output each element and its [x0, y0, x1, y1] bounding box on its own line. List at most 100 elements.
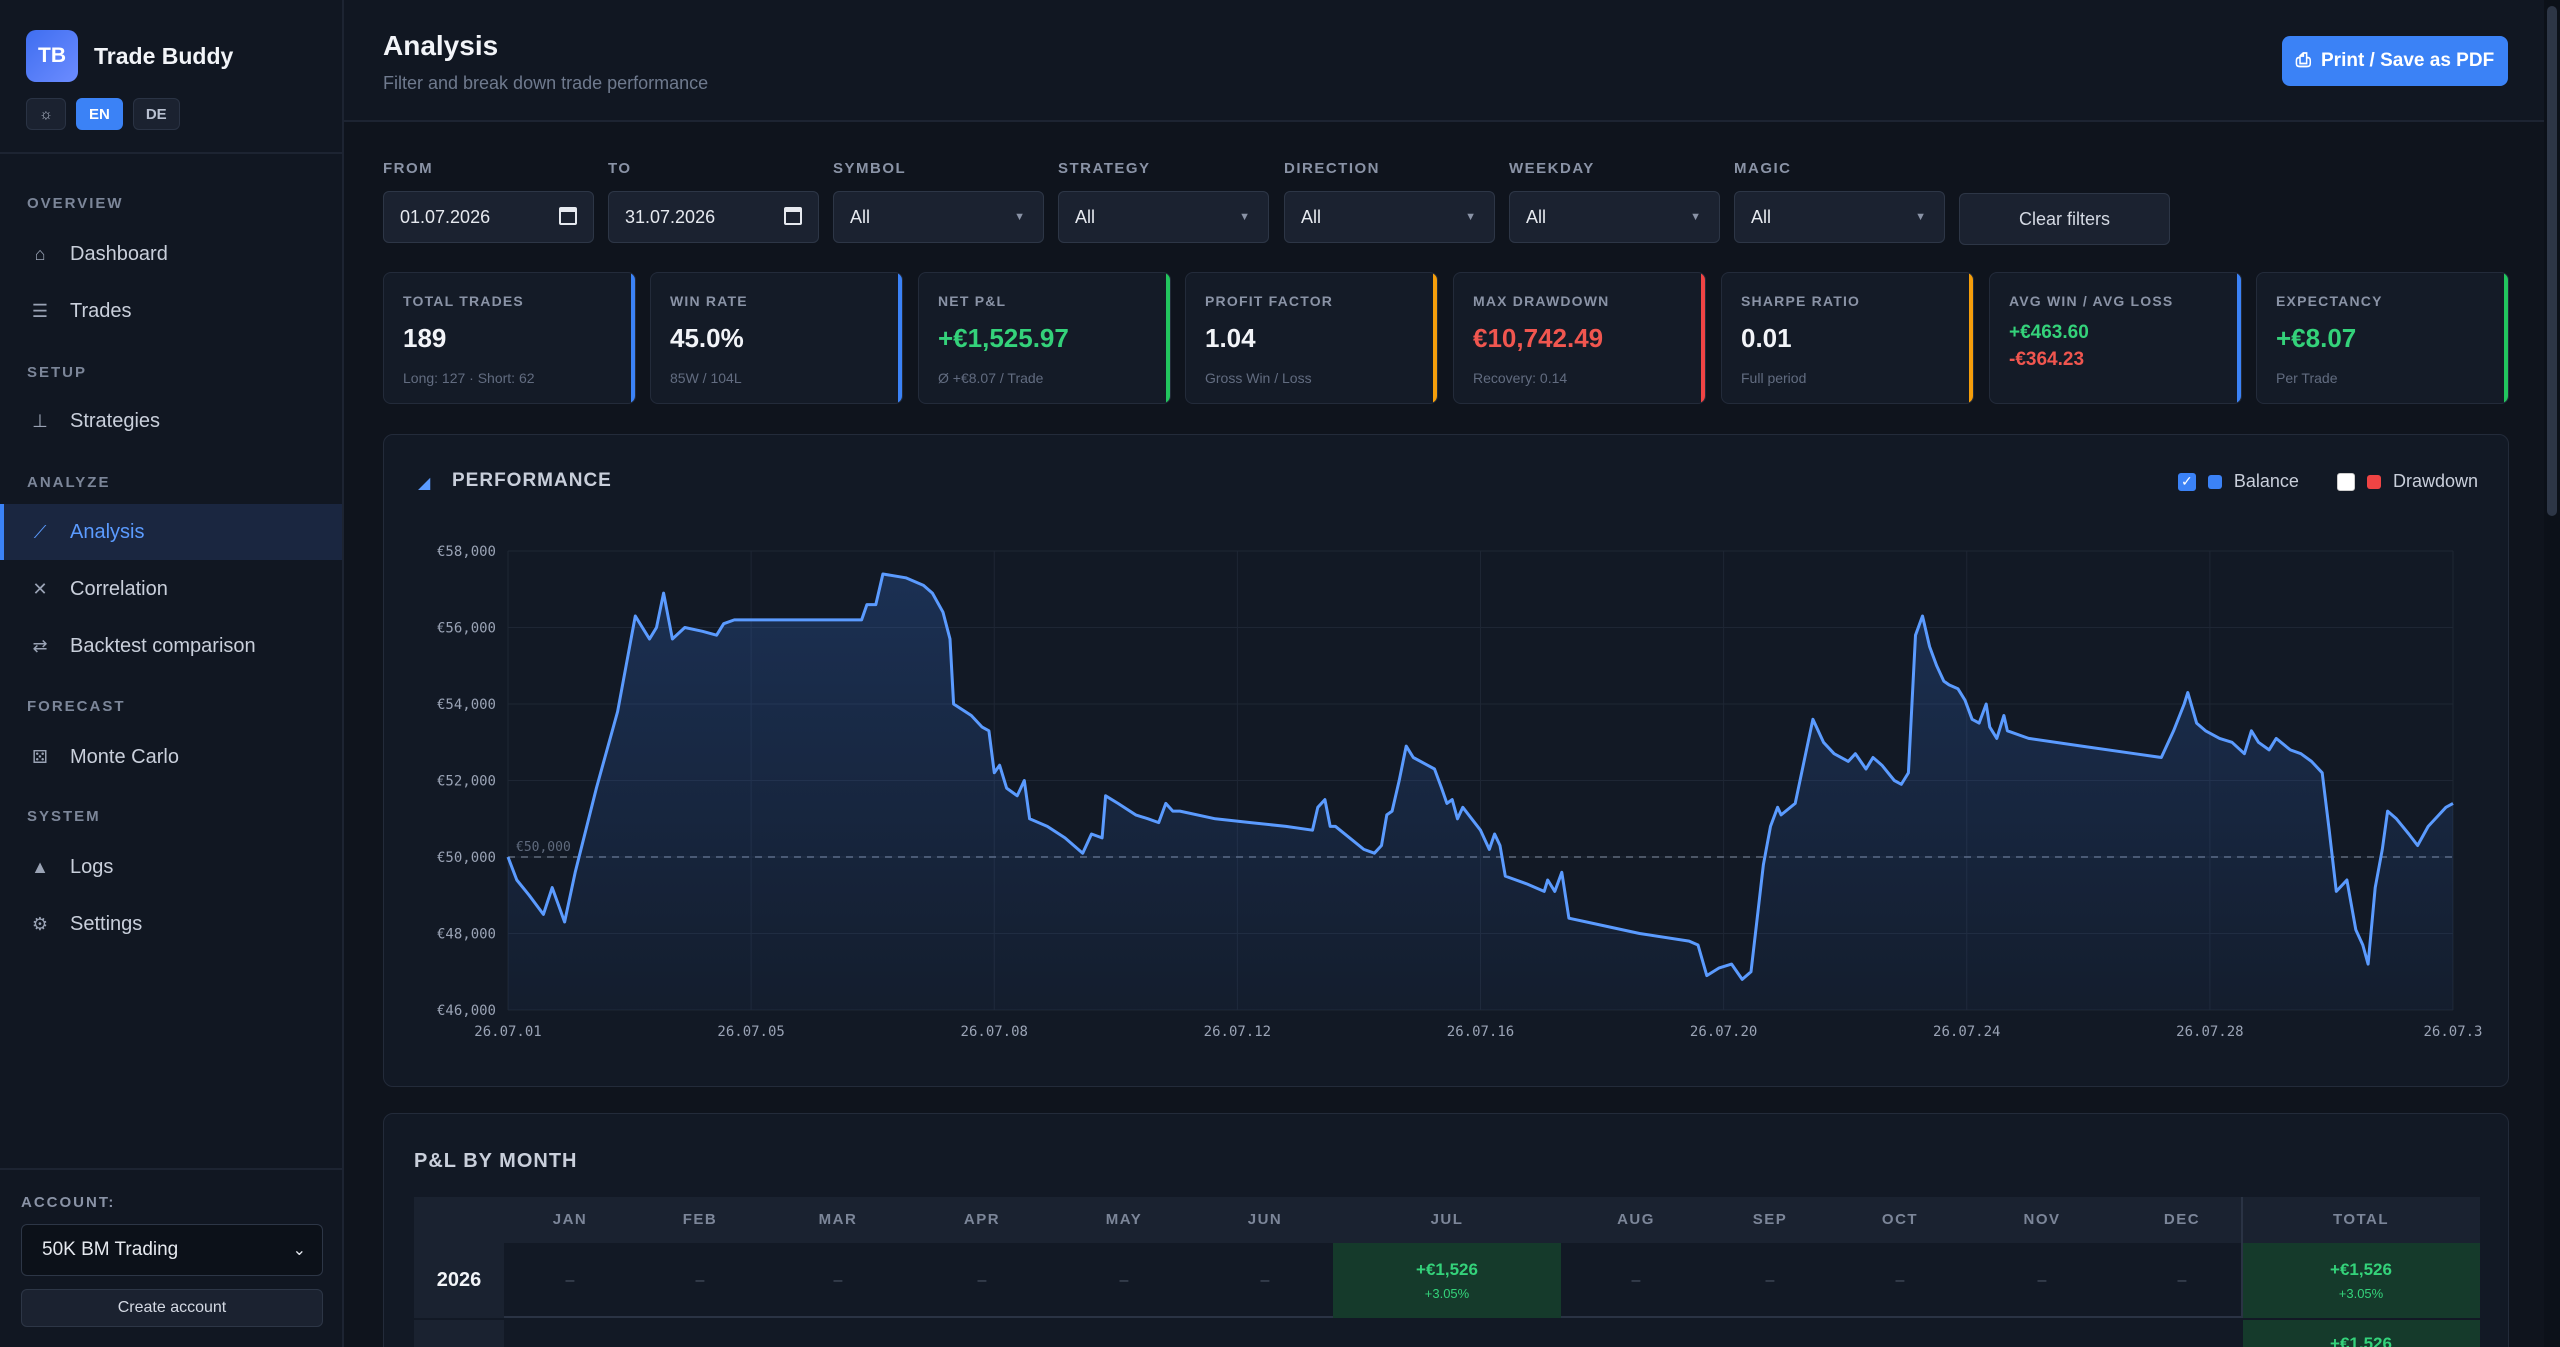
caret-down-icon: ▼ [1239, 211, 1250, 223]
kpi-value: +€1,525.97 [938, 323, 1069, 353]
month-cell[interactable]: +€1,526 +3.05% [1416, 1243, 1478, 1318]
month-cell[interactable]: – [977, 1271, 987, 1289]
summary-total-value: +€1,526 [2330, 1334, 2392, 1347]
scroll-thumb[interactable] [2547, 6, 2557, 516]
month-cell[interactable]: – [1765, 1271, 1775, 1289]
cell-percent: +3.05% [2338, 1286, 2384, 1301]
column-header-apr: APR [963, 1211, 1001, 1228]
filter-to: TO 31.07.2026 [608, 160, 819, 243]
filter-from: FROM 01.07.2026 [383, 160, 594, 243]
direction-select[interactable]: All ▼ [1284, 191, 1495, 243]
sidebar-item-trades[interactable]: ☰ Trades [0, 283, 342, 339]
calendar-icon[interactable] [784, 207, 802, 225]
baseline-label: €50,000 [516, 840, 571, 855]
month-cell[interactable]: – [2177, 1271, 2187, 1289]
balance-checkbox[interactable]: ✓ [2177, 472, 2196, 491]
kpi-label: SHARPE RATIO [1741, 293, 1861, 309]
sidebar-item-monte-carlo[interactable]: ⚄ Monte Carlo [0, 729, 342, 785]
month-cell[interactable]: – [695, 1271, 705, 1289]
balance-line [506, 572, 2454, 981]
month-cell[interactable]: – [2037, 1271, 2047, 1289]
kpi-avg-win: +€463.60 [2009, 322, 2089, 343]
column-header-mar: MAR [818, 1211, 858, 1228]
swap-icon: ⇄ [32, 635, 48, 656]
sidebar-item-label: Backtest comparison [70, 634, 256, 657]
column-header-oct: OCT [1881, 1211, 1919, 1228]
brand[interactable]: TB Trade Buddy [26, 30, 233, 82]
date-to-input[interactable]: 31.07.2026 [608, 191, 819, 243]
strategy-select[interactable]: All ▼ [1058, 191, 1269, 243]
print-pdf-button[interactable]: ⎙ Print / Save as PDF [2282, 36, 2508, 86]
month-cell[interactable]: – [1119, 1271, 1129, 1289]
column-header-nov: NOV [2023, 1211, 2061, 1228]
date-value: 01.07.2026 [400, 206, 491, 227]
kpi-sub: Gross Win / Loss [1205, 370, 1312, 386]
drawdown-checkbox[interactable] [2336, 472, 2355, 491]
sidebar-item-logs[interactable]: ▲ Logs [0, 839, 342, 895]
month-cell[interactable]: – [1260, 1271, 1270, 1289]
select-value: All [850, 206, 871, 227]
nav-section-system: SYSTEM [27, 808, 101, 825]
sidebar-item-backtest-comparison[interactable]: ⇄ Backtest comparison [0, 618, 342, 674]
total-cell-hl [2243, 1320, 2480, 1347]
month-cell[interactable]: +€1,526 +3.05% [2330, 1243, 2392, 1318]
column-header-jan: JAN [552, 1211, 588, 1228]
caret-down-icon: ▼ [1465, 211, 1476, 223]
date-from-input[interactable]: 01.07.2026 [383, 191, 594, 243]
y-tick-label: €48,000 [437, 927, 496, 943]
main-content: Analysis Filter and break down trade per… [344, 0, 2544, 1347]
total-column-divider [2241, 1197, 2243, 1318]
x-tick-label: 26.07.08 [961, 1024, 1028, 1040]
clear-filters-button[interactable]: Clear filters [1959, 193, 2170, 245]
magic-select[interactable]: All ▼ [1734, 191, 1945, 243]
kpi-sub: Recovery: 0.14 [1473, 370, 1568, 386]
sidebar-item-label: Settings [70, 912, 143, 935]
sidebar-divider [0, 152, 342, 154]
lang-de-button[interactable]: DE [132, 98, 180, 130]
account-select[interactable]: 50K BM Trading ⌄ [21, 1224, 323, 1276]
month-cell[interactable]: – [565, 1271, 575, 1289]
sidebar-item-dashboard[interactable]: ⌂ Dashboard [0, 226, 342, 282]
nav-section-overview: OVERVIEW [27, 195, 124, 212]
sidebar-item-label: Trades [70, 299, 132, 322]
sidebar-item-strategies[interactable]: ⊥ Strategies [0, 393, 342, 449]
x-tick-label: 26.07.05 [717, 1024, 784, 1040]
kpi-sub: Long: 127 · Short: 62 [403, 370, 535, 386]
legend-balance-label[interactable]: Balance [2233, 471, 2299, 491]
filter-magic: MAGIC All ▼ [1734, 160, 1945, 243]
sidebar-item-analysis[interactable]: ⟋ Analysis [0, 504, 342, 560]
chevron-down-icon: ⌄ [292, 1242, 306, 1259]
column-header-jun: JUN [1247, 1211, 1283, 1228]
sidebar-item-correlation[interactable]: ✕ Correlation [0, 561, 342, 617]
kpi-label: AVG WIN / AVG LOSS [2009, 293, 2174, 309]
legend-drawdown-label[interactable]: Drawdown [2392, 471, 2478, 491]
sidebar-item-label: Monte Carlo [70, 745, 179, 768]
month-cell[interactable]: – [833, 1271, 843, 1289]
symbol-select[interactable]: All ▼ [833, 191, 1044, 243]
lang-en-button[interactable]: EN [76, 98, 123, 130]
month-cell[interactable]: – [1631, 1271, 1641, 1289]
x-tick-label: 26.07.28 [2176, 1024, 2243, 1040]
row-year [414, 1320, 504, 1347]
kpi-label: EXPECTANCY [2276, 293, 2383, 309]
sidebar-item-label: Logs [70, 855, 114, 878]
sidebar-item-label: Analysis [70, 520, 145, 543]
scrollbar[interactable] [2544, 0, 2560, 1347]
cell-highlight [2243, 1243, 2480, 1318]
performance-chart[interactable]: €58,000 €56,000 €54,000 €52,000 €50,000 €48,0… [384, 435, 2510, 1088]
filter-symbol: SYMBOL All ▼ [833, 160, 1044, 243]
balance-area [508, 574, 2453, 1010]
column-header-sep: SEP [1752, 1211, 1788, 1228]
month-cell[interactable]: – [1895, 1271, 1905, 1289]
select-value: All [1751, 206, 1772, 227]
balance-swatch [2207, 474, 2222, 489]
y-tick-label: €58,000 [437, 544, 496, 560]
kpi-label: TOTAL TRADES [403, 293, 524, 309]
sun-icon[interactable]: ☼ [26, 98, 66, 130]
weekday-select[interactable]: All ▼ [1509, 191, 1720, 243]
sidebar-item-settings[interactable]: ⚙ Settings [0, 896, 342, 952]
page-subtitle: Filter and break down trade performance [383, 73, 709, 93]
kpi-expectancy: EXPECTANCY +€8.07 Per Trade [2256, 272, 2509, 404]
create-account-button[interactable]: Create account [21, 1289, 323, 1327]
calendar-icon[interactable] [559, 207, 577, 225]
